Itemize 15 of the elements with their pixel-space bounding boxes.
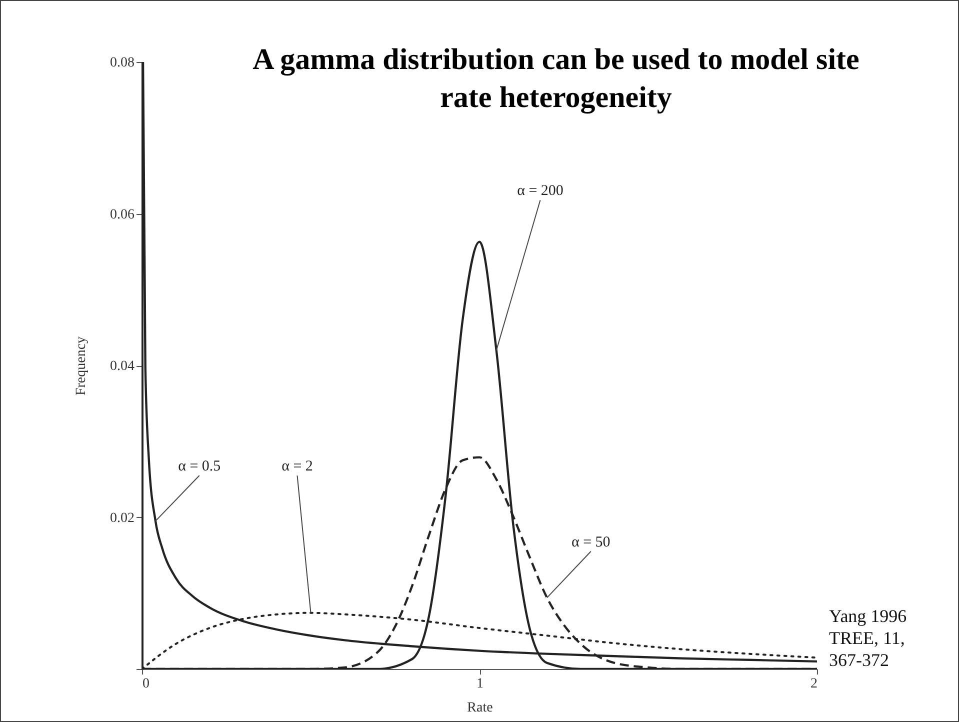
y-tick-label: 0.02 [110,510,134,526]
y-tick-label: 0.06 [110,207,134,222]
x-tick-label: 0 [142,676,150,692]
y-tick-label: 0.04 [110,359,134,374]
text: α = 50 [571,534,610,550]
x-tick-label: 2 [810,676,818,692]
text: Yang 1996 TREE, 11, 367-372 [829,605,908,671]
x-axis-title: Rate [467,700,493,716]
y-tick-label: 0.08 [110,56,134,70]
series-label: α = 0.5 [178,458,221,475]
text: α = 2 [282,458,313,475]
text: α = 200 [517,183,564,200]
y-axis-title: Frequency [74,336,89,396]
chart-title: A gamma distribution can be used to model site rate heterogeneity [252,42,860,116]
x-tick-label: 1 [476,676,484,692]
